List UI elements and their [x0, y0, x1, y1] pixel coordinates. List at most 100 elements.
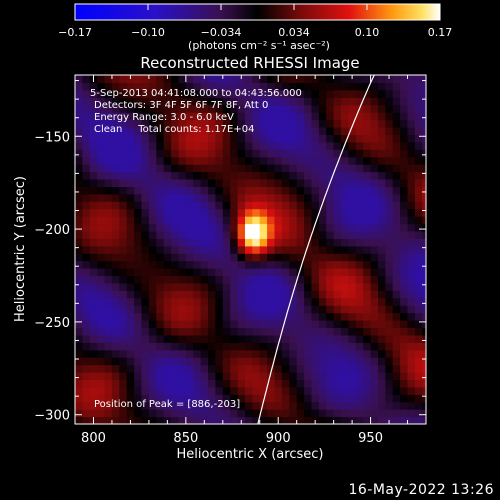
- heatmap-cell: [97, 179, 106, 187]
- heatmap-cell: [237, 208, 246, 217]
- heatmap-cell: [134, 201, 143, 210]
- heatmap-cell: [208, 320, 216, 328]
- heatmap-cell: [185, 401, 194, 410]
- heatmap-cell: [311, 290, 320, 299]
- heatmap-cell: [75, 179, 83, 187]
- heatmap-cell: [274, 179, 283, 187]
- heatmap-cell: [141, 260, 150, 269]
- heatmap-cell: [193, 334, 202, 343]
- heatmap-cell: [274, 401, 283, 410]
- heatmap-cell: [171, 149, 180, 158]
- heatmap-cell: [134, 171, 143, 180]
- heatmap-cell: [304, 357, 313, 366]
- heatmap-cell: [267, 342, 276, 351]
- heatmap-cell: [156, 230, 165, 239]
- heatmap-cell: [267, 386, 276, 395]
- heatmap-cell: [208, 82, 216, 91]
- heatmap-cell: [156, 364, 165, 373]
- heatmap-cell: [126, 127, 135, 135]
- heatmap-cell: [82, 372, 91, 380]
- heatmap-cell: [230, 223, 239, 232]
- heatmap-cell: [245, 238, 253, 247]
- heatmap-cell: [363, 97, 372, 106]
- heatmap-cell: [126, 208, 135, 217]
- heatmap-cell: [156, 260, 165, 269]
- heatmap-cell: [341, 119, 349, 128]
- heatmap-cell: [281, 349, 290, 358]
- heatmap-cell: [355, 268, 364, 277]
- heatmap-cell: [407, 104, 416, 113]
- heatmap-cell: [148, 379, 157, 388]
- heatmap-cell: [318, 379, 327, 388]
- heatmap-cell: [171, 186, 180, 195]
- heatmap-cell: [259, 179, 268, 187]
- heatmap-cell: [318, 119, 327, 128]
- heatmap-cell: [215, 290, 224, 299]
- heatmap-cell: [237, 253, 246, 262]
- heatmap-cell: [296, 230, 305, 239]
- heatmap-cell: [414, 320, 423, 328]
- heatmap-cell: [259, 282, 268, 291]
- heatmap-cell: [281, 364, 290, 373]
- heatmap-cell: [119, 97, 128, 106]
- heatmap-cell: [237, 268, 246, 277]
- info-time-range: 5-Sep-2013 04:41:08.000 to 04:43:56.000: [90, 88, 302, 99]
- heatmap-cell: [311, 334, 320, 343]
- heatmap-cell: [304, 186, 313, 195]
- heatmap-cell: [126, 193, 135, 202]
- heatmap-cell: [289, 119, 298, 128]
- heatmap-cell: [318, 97, 327, 106]
- heatmap-cell: [370, 127, 379, 135]
- heatmap-cell: [326, 223, 335, 232]
- heatmap-cell: [407, 290, 416, 299]
- heatmap-cell: [111, 134, 120, 143]
- heatmap-cell: [326, 193, 335, 202]
- heatmap-cell: [296, 238, 305, 247]
- heatmap-cell: [156, 394, 165, 403]
- heatmap-cell: [407, 75, 416, 83]
- heatmap-cell: [97, 275, 106, 284]
- heatmap-cell: [259, 364, 268, 373]
- heatmap-cell: [222, 260, 231, 269]
- heatmap-cell: [193, 149, 202, 158]
- heatmap-cell: [134, 327, 143, 336]
- heatmap-cell: [163, 97, 172, 106]
- heatmap-cell: [311, 230, 320, 239]
- colorbar-tick-label: −0.10: [131, 26, 165, 39]
- heatmap-cell: [400, 201, 409, 210]
- heatmap-cell: [119, 201, 128, 210]
- heatmap-cell: [148, 201, 157, 210]
- heatmap-cell: [400, 312, 409, 321]
- heatmap-cell: [141, 119, 150, 128]
- heatmap-cell: [82, 119, 91, 128]
- heatmap-cell: [355, 119, 364, 128]
- heatmap-cell: [126, 156, 135, 165]
- x-tick-label: 800: [81, 431, 106, 446]
- heatmap-cell: [267, 193, 276, 202]
- heatmap-cell: [326, 349, 335, 358]
- heatmap-cell: [400, 245, 409, 254]
- heatmap-cell: [185, 409, 194, 418]
- heatmap-cell: [355, 149, 364, 158]
- heatmap-cell: [355, 372, 364, 380]
- heatmap-cell: [259, 119, 268, 128]
- heatmap-cell: [304, 282, 313, 291]
- heatmap-cell: [97, 342, 106, 351]
- heatmap-cell: [148, 357, 157, 366]
- heatmap-cell: [82, 357, 91, 366]
- heatmap-cell: [341, 238, 349, 247]
- heatmap-cell: [267, 245, 276, 254]
- heatmap-cell: [378, 334, 386, 343]
- heatmap-cell: [104, 386, 113, 395]
- heatmap-cell: [333, 290, 342, 299]
- heatmap-cell: [156, 208, 165, 217]
- heatmap-cell: [111, 297, 120, 306]
- heatmap-cell: [348, 282, 357, 291]
- heatmap-cell: [326, 97, 335, 106]
- heatmap-cell: [119, 134, 128, 143]
- heatmap-cell: [318, 275, 327, 284]
- heatmap-cell: [267, 104, 276, 113]
- heatmap-cell: [274, 290, 283, 299]
- heatmap-cell: [311, 127, 320, 135]
- heatmap-cell: [193, 409, 202, 418]
